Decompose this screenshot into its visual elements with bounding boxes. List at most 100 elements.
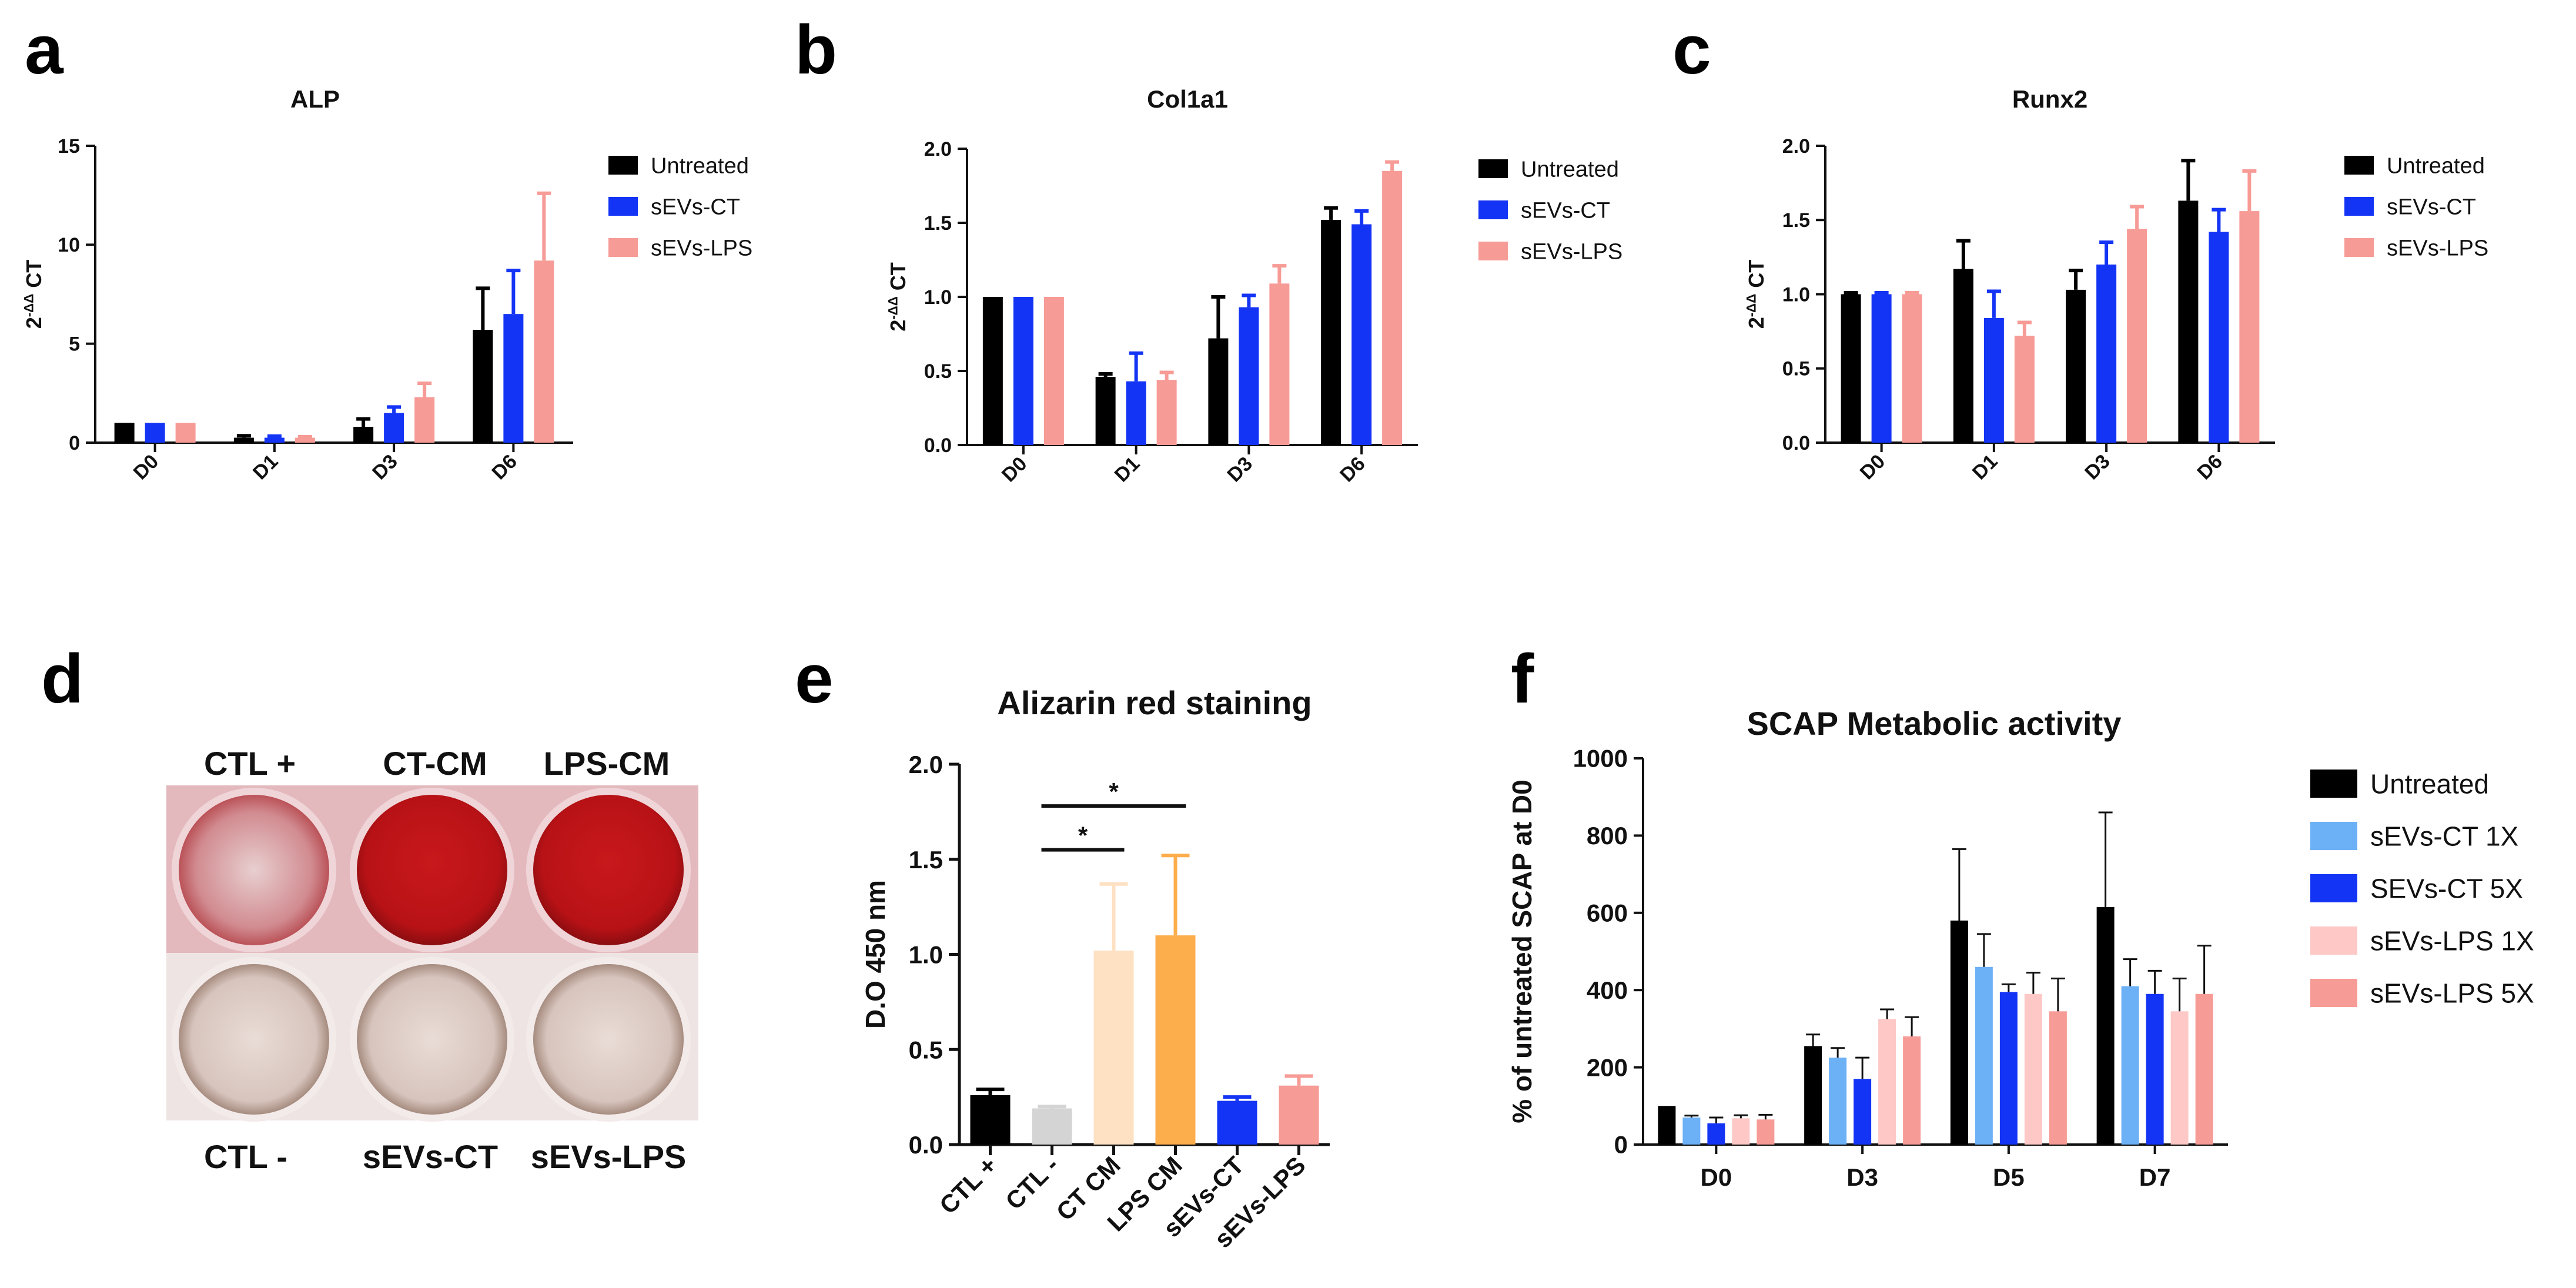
y-tick-label: 1.0 <box>1782 283 1810 306</box>
x-tick-label: D0 <box>998 453 1032 487</box>
bar <box>2195 993 2213 1145</box>
x-tick-label: D6 <box>2193 450 2227 484</box>
well-ctl-minus <box>179 964 329 1115</box>
well-lps-cm <box>533 795 684 945</box>
legend-swatch <box>2310 979 2357 1007</box>
legend-swatch <box>2344 156 2374 175</box>
y-tick-label: 0.0 <box>1782 432 1810 454</box>
y-tick-label: 5 <box>69 333 80 356</box>
x-tick-label: D1 <box>1110 453 1145 487</box>
bar <box>1953 269 1973 443</box>
bar <box>2049 1011 2067 1145</box>
bar <box>2096 906 2115 1145</box>
well-label-bottom: sEVs-CT <box>363 1138 498 1175</box>
bar <box>1975 966 1993 1145</box>
well-ctl-plus <box>179 795 329 945</box>
bar <box>2121 986 2139 1145</box>
legend-swatch <box>2310 822 2357 850</box>
x-tick-label: CTL + <box>934 1151 1002 1219</box>
y-tick-label: 800 <box>1587 822 1628 849</box>
panel-letter-b: b <box>795 11 837 89</box>
legend-label: Untreated <box>2370 769 2489 799</box>
legend-swatch <box>608 197 638 216</box>
y-tick-label: 1.0 <box>909 941 943 969</box>
bar <box>970 1095 1011 1145</box>
bar <box>353 427 374 443</box>
well-label-bottom: CTL - <box>204 1138 287 1175</box>
legend-label: sEVs-LPS 1X <box>2370 926 2534 956</box>
bar <box>982 297 1003 445</box>
bar <box>2239 211 2260 443</box>
legend-label: sEVs-CT 1X <box>2370 821 2518 852</box>
y-axis-label: 2-ΔΔ CT <box>21 260 46 329</box>
y-tick-label: 0.0 <box>924 434 952 457</box>
panel-letter-d: d <box>41 640 83 718</box>
bar <box>1871 294 1892 443</box>
y-tick-label: 1.5 <box>924 212 952 235</box>
bar <box>1321 219 1341 445</box>
y-axis-label: 2-ΔΔ CT <box>1744 260 1768 329</box>
legend-label: Untreated <box>651 154 749 179</box>
legend-swatch <box>608 156 638 175</box>
bar <box>1043 297 1064 445</box>
legend-label: sEVs-CT <box>2387 195 2476 220</box>
y-tick-label: 0.5 <box>1782 358 1810 380</box>
chart-title: ALP <box>290 85 340 113</box>
y-tick-label: 1.5 <box>909 846 943 874</box>
legend-label: Untreated <box>2387 154 2485 179</box>
bar <box>233 437 254 443</box>
bar <box>1878 1019 1896 1145</box>
y-tick-label: 15 <box>58 135 80 158</box>
y-tick-label: 1.0 <box>924 286 952 309</box>
bar <box>114 423 135 443</box>
chart-title: Runx2 <box>2012 85 2087 113</box>
bar <box>145 423 165 443</box>
x-tick-label: D0 <box>129 450 163 484</box>
y-tick-label: 2.0 <box>909 751 943 778</box>
bar <box>384 413 404 443</box>
y-axis-label: 2-ΔΔ CT <box>885 262 910 332</box>
chart-alp: ALP 2-ΔΔ CT 0 5 10 15 D0 D1 D3 D6 Untreated sEVs-CT… <box>21 85 752 484</box>
legend-label: sEVs-LPS <box>2387 236 2488 261</box>
bar <box>2209 232 2229 443</box>
x-tick-label: D5 <box>1993 1163 2025 1191</box>
panel-letter-a: a <box>25 11 64 89</box>
bar <box>1126 381 1146 445</box>
panel-letter-f: f <box>1511 640 1534 718</box>
y-tick-label: 2.0 <box>924 138 952 160</box>
y-tick-label: 2.0 <box>1782 135 1810 158</box>
y-tick-label: 0 <box>1614 1131 1628 1159</box>
legend-label: sEVs-LPS <box>1521 240 1622 265</box>
y-axis-label: D.O 450 nm <box>860 880 891 1029</box>
bar <box>1279 1085 1319 1145</box>
chart-title: Col1a1 <box>1147 85 1228 113</box>
bar <box>1013 297 1033 445</box>
bar <box>2024 993 2042 1145</box>
y-tick-label: 200 <box>1587 1053 1628 1081</box>
legend-swatch <box>2344 238 2374 257</box>
bar <box>503 314 524 443</box>
bar <box>1217 1100 1257 1145</box>
x-tick-label: D7 <box>2139 1163 2171 1191</box>
bar <box>2066 289 2086 443</box>
bar <box>1208 338 1229 445</box>
x-tick-label: D3 <box>2080 450 2115 484</box>
panel-letter-e: e <box>795 640 834 718</box>
bar <box>1707 1123 1725 1145</box>
chart-alizarin-red: Alizarin red staining D.O 450 nm 0.0 0.5 1.0… <box>860 684 1330 1253</box>
significance-star: * <box>1109 778 1119 805</box>
legend-swatch <box>1478 200 1508 219</box>
x-tick-label: D3 <box>1223 453 1257 487</box>
x-tick-label: D3 <box>368 450 402 484</box>
bar <box>295 437 315 443</box>
bar <box>1239 307 1259 445</box>
x-tick-label: D6 <box>487 450 521 484</box>
chart-col1a1: Col1a1 2-ΔΔ CT 0.0 0.5 1.0 1.5 2.0 D0 D1 D3 D6 Untr… <box>885 85 1622 486</box>
x-tick-label: D0 <box>1701 1163 1732 1191</box>
bar <box>1841 294 1861 443</box>
legend-swatch <box>608 238 638 257</box>
x-tick-label: D3 <box>1846 1163 1878 1191</box>
legend-label: sEVs-CT <box>651 195 740 220</box>
bar <box>2096 265 2117 443</box>
bar <box>473 330 493 443</box>
